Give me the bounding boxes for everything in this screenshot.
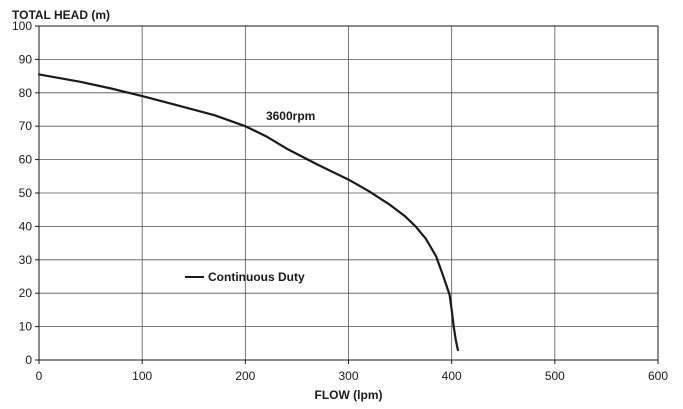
y-tick-label: 80 xyxy=(19,86,33,100)
y-tick-label: 50 xyxy=(19,186,33,200)
x-tick-label: 300 xyxy=(338,369,358,383)
x-tick-label: 600 xyxy=(648,369,668,383)
annotation-3600rpm: 3600rpm xyxy=(266,109,315,123)
legend-label-continuous-duty: Continuous Duty xyxy=(208,270,305,284)
series-line-continuous-duty xyxy=(37,73,459,352)
y-tick-label: 0 xyxy=(25,353,32,367)
x-tick-label: 400 xyxy=(442,369,462,383)
x-tick-label: 200 xyxy=(235,369,255,383)
y-tick-label: 60 xyxy=(19,153,33,167)
x-tick-label: 500 xyxy=(545,369,565,383)
x-tick-labels: 0 100 200 300 400 500 600 xyxy=(36,360,668,383)
grid xyxy=(38,25,659,361)
x-tick-label: 0 xyxy=(36,369,43,383)
series-layer xyxy=(37,73,459,352)
y-tick-label: 20 xyxy=(19,286,33,300)
y-tick-label: 90 xyxy=(19,52,33,66)
y-tick-label: 70 xyxy=(19,119,33,133)
y-tick-label: 40 xyxy=(19,219,33,233)
y-tick-label: 100 xyxy=(12,19,32,33)
y-tick-label: 30 xyxy=(19,253,33,267)
y-tick-labels: 0 10 20 30 40 50 60 70 80 90 100 xyxy=(12,19,39,367)
y-tick-label: 10 xyxy=(19,320,33,334)
x-tick-label: 100 xyxy=(132,369,152,383)
y-axis-title: TOTAL HEAD (m) xyxy=(12,8,110,22)
x-axis-title: FLOW (lpm) xyxy=(315,388,383,402)
